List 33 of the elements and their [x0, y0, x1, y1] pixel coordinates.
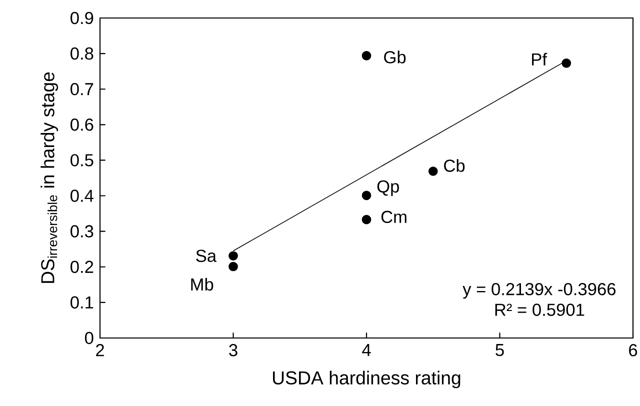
point [428, 166, 438, 176]
y-tick-label: 0.2 [70, 260, 94, 274]
y-axis-title: $\mathrm{DS_{irreversible}\ in\ hardy\ stage}$ [40, 72, 58, 283]
x-tick-label: 2 [96, 344, 104, 356]
x-tick-label: 4 [362, 344, 371, 356]
annotation: Gb [384, 50, 406, 64]
x-tick-label: 5 [496, 344, 504, 356]
x-tick-label: 6 [629, 344, 638, 356]
point [562, 58, 572, 68]
y-tick-label: 0.1 [70, 296, 94, 309]
annotation: Pf [532, 52, 548, 66]
point [228, 251, 238, 261]
y-tick-label: 0.6 [70, 118, 94, 131]
annotation: Sa [196, 250, 217, 262]
annotation: Qp [377, 180, 399, 196]
point [362, 51, 372, 60]
y-tick-label: 0.5 [70, 154, 94, 166]
y-tick-label: 0.4 [70, 190, 94, 202]
annotation: Cm [381, 210, 406, 224]
point [228, 262, 238, 272]
annotation: Cb [444, 159, 465, 172]
y-tick-label: 0 [84, 332, 94, 344]
y-tick-label: 0.7 [70, 82, 94, 96]
x-tick-label: 3 [229, 344, 238, 356]
y-tick-label: 0.3 [70, 225, 94, 238]
annotation: y = 0.2139x -0.3966 [462, 283, 616, 299]
annotation: Mb [191, 278, 214, 291]
y-tick-label: 0.8 [70, 47, 94, 60]
annotation: R² = 0.5901 [495, 304, 584, 316]
y-tick-label: 0.9 [70, 12, 94, 24]
point [362, 190, 372, 200]
point [362, 214, 372, 224]
x-axis-title: USDA hardiness rating [273, 370, 460, 388]
